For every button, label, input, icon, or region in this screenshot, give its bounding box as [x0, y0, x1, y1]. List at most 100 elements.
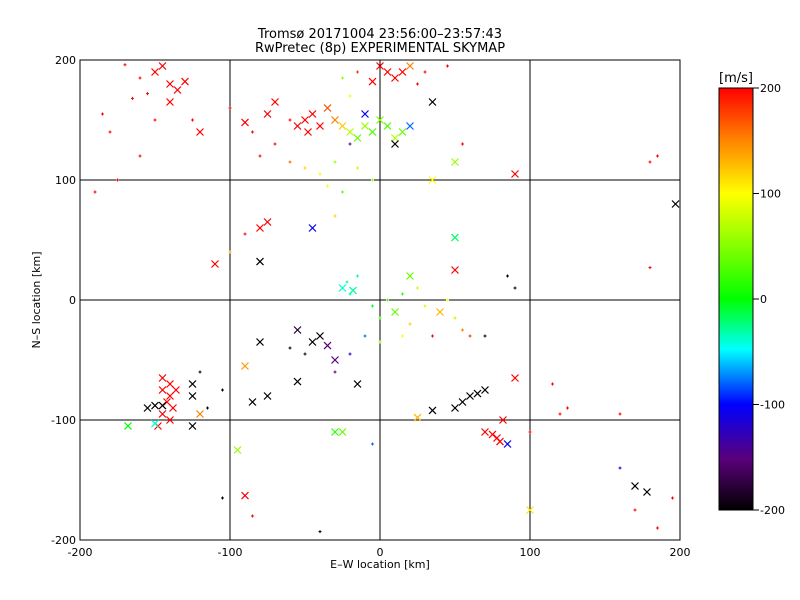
x-axis-ticks: -200 -100 0 100 200 [68, 60, 691, 559]
data-point [458, 398, 467, 406]
data-point [506, 274, 509, 278]
data-point [151, 419, 159, 428]
data-point [383, 122, 392, 130]
data-point [451, 158, 459, 166]
data-point [406, 122, 414, 130]
data-point [169, 404, 177, 412]
data-point [656, 526, 659, 530]
data-point [558, 412, 562, 416]
y-tick-label: 200 [55, 54, 76, 67]
data-point [391, 74, 399, 82]
data-point [406, 62, 414, 70]
data-point [648, 266, 652, 270]
data-point [338, 122, 347, 130]
data-point [363, 334, 367, 338]
data-point [318, 172, 322, 176]
data-point [308, 338, 317, 346]
data-point [413, 413, 422, 422]
data-point [361, 122, 369, 130]
data-point [391, 308, 399, 316]
y-axis-ticks: -200 -100 0 100 200 [51, 54, 680, 547]
data-point [146, 92, 149, 96]
data-point [349, 286, 357, 295]
data-point [436, 308, 444, 316]
data-point [124, 422, 132, 430]
colorbar-tick-label: 200 [760, 82, 781, 95]
data-point [481, 428, 489, 436]
data-point [206, 406, 209, 410]
data-point [158, 401, 167, 410]
y-tick-label: -100 [51, 414, 76, 427]
data-point [371, 304, 374, 308]
data-point [431, 334, 434, 338]
data-point [331, 116, 339, 124]
data-point [326, 184, 329, 188]
data-point [333, 160, 337, 164]
data-point [333, 214, 337, 218]
data-point [656, 154, 659, 158]
data-point [211, 260, 219, 268]
data-point [488, 430, 497, 439]
data-point [566, 406, 569, 410]
data-point [348, 94, 352, 98]
data-point [308, 110, 317, 118]
data-point [633, 508, 637, 512]
data-point [423, 70, 427, 74]
y-tick-label: 100 [55, 174, 76, 187]
data-point [256, 224, 264, 232]
data-point [631, 482, 639, 490]
data-point [248, 398, 257, 406]
data-point [303, 166, 307, 170]
data-point [513, 286, 517, 290]
data-point [221, 388, 224, 392]
data-point [338, 428, 347, 436]
x-tick-label: 200 [670, 546, 691, 559]
data-point [451, 404, 459, 412]
data-point [353, 380, 362, 388]
data-point [263, 110, 272, 118]
y-tick-label: 0 [69, 294, 76, 307]
data-point [166, 392, 174, 400]
data-point [423, 304, 427, 308]
data-point [308, 224, 317, 232]
data-point [316, 332, 324, 340]
data-point [243, 232, 247, 236]
data-point [101, 112, 104, 116]
data-point [241, 118, 249, 127]
data-point [288, 160, 292, 164]
data-point [256, 257, 264, 266]
data-point [386, 298, 389, 302]
data-point [138, 154, 142, 158]
data-point [158, 374, 167, 382]
x-tick-label: -200 [68, 546, 93, 559]
data-point [153, 118, 157, 122]
data-point [318, 530, 322, 534]
data-point [643, 488, 651, 496]
data-point [273, 142, 277, 146]
data-point [323, 104, 332, 112]
data-point [151, 68, 159, 76]
data-point [378, 316, 382, 320]
data-point [511, 374, 519, 382]
data-point [483, 334, 487, 338]
colorbar-tick-label: -200 [760, 504, 785, 517]
data-point [391, 134, 399, 142]
data-point [172, 386, 180, 394]
data-point [346, 128, 354, 136]
data-point [401, 334, 404, 338]
data-point [618, 412, 622, 416]
grid-lines [80, 60, 680, 540]
chart-title: Tromsø 20171004 23:56:00–23:57:43 [257, 27, 502, 42]
data-point [348, 352, 352, 356]
data-point [228, 250, 232, 254]
data-point [251, 130, 254, 134]
data-point [468, 334, 472, 338]
data-point [263, 218, 272, 226]
data-point [356, 70, 359, 74]
data-point [333, 370, 337, 374]
colorbar-ticks: 200 100 0 -100 -200 [753, 82, 785, 517]
data-point [528, 430, 532, 434]
data-point [511, 170, 519, 178]
data-point [461, 142, 464, 146]
data-point [198, 370, 202, 374]
